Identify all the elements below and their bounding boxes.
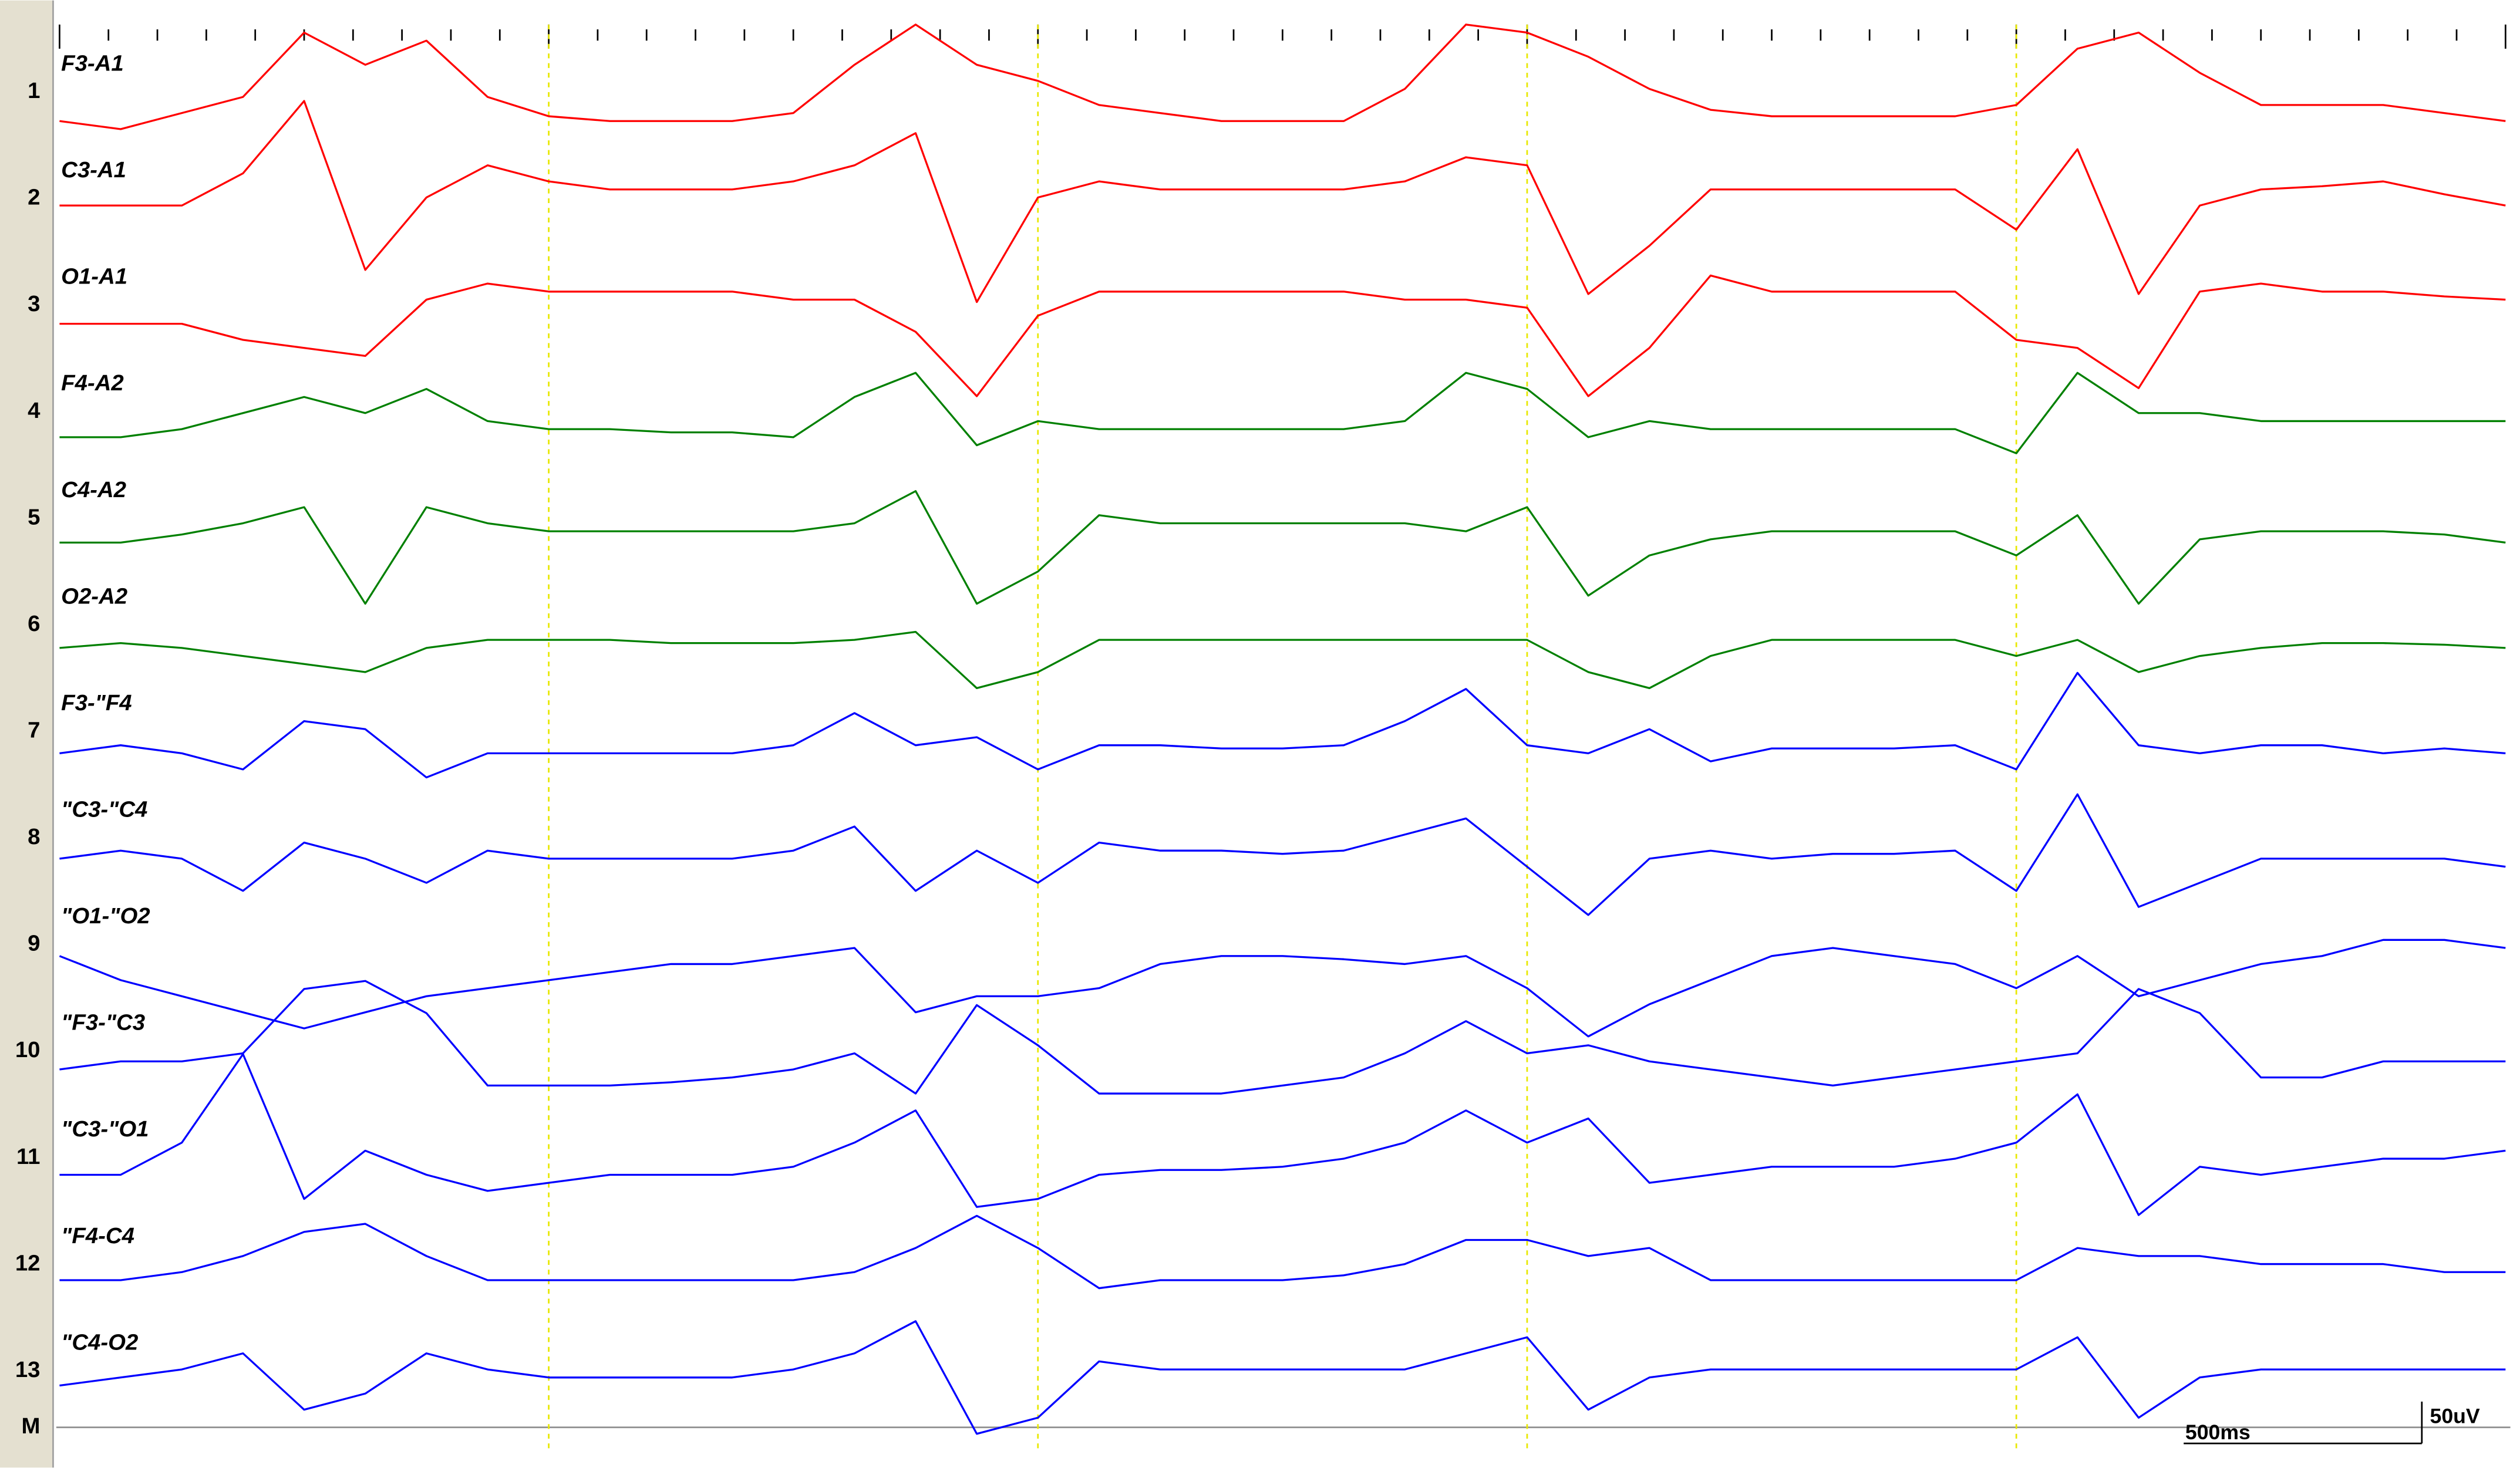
channel-number: 5 <box>28 504 40 529</box>
marker-row-label: M <box>22 1413 41 1439</box>
channel-number: 12 <box>15 1250 41 1275</box>
channel-gutter <box>0 0 53 1468</box>
channel-number: 7 <box>28 718 40 743</box>
eeg-trace <box>59 372 2506 454</box>
channel-label: C3-A1 <box>61 157 126 183</box>
channel-number: 1 <box>28 78 40 103</box>
channel-number: 8 <box>28 824 40 849</box>
channel-label: F3-"F4 <box>61 690 132 716</box>
channel-label: "C3-"O1 <box>61 1116 149 1142</box>
channel-label: F3-A1 <box>61 50 124 76</box>
channel-number: 11 <box>16 1144 41 1169</box>
channel-number: 10 <box>15 1037 41 1062</box>
channel-label: O2-A2 <box>61 583 127 609</box>
eeg-trace <box>59 100 2506 303</box>
eeg-trace <box>59 490 2506 605</box>
channel-label: "O1-"O2 <box>61 903 150 929</box>
eeg-trace <box>59 1214 2506 1290</box>
eeg-trace <box>59 671 2506 779</box>
eeg-trace <box>59 23 2506 130</box>
eeg-trace <box>59 1320 2506 1435</box>
channel-number: 6 <box>28 611 40 636</box>
channel-label: C4-A2 <box>61 477 126 502</box>
channel-number: 2 <box>28 185 40 210</box>
channel-label: "C3-"C4 <box>61 797 147 822</box>
eeg-trace <box>59 793 2506 916</box>
eeg-trace <box>59 939 2506 1038</box>
eeg-trace <box>59 1053 2506 1216</box>
channel-label: "C4-O2 <box>61 1329 138 1355</box>
eeg-trace <box>59 980 2506 1095</box>
channel-label: F4-A2 <box>61 370 124 396</box>
channel-number: 3 <box>28 291 40 316</box>
channel-number: 13 <box>15 1357 41 1382</box>
channel-label: "F3-"C3 <box>61 1010 145 1035</box>
channel-number: 9 <box>28 931 40 956</box>
eeg-trace <box>59 630 2506 690</box>
channel-label: O1-A1 <box>61 264 127 289</box>
channel-label: "F4-C4 <box>61 1223 134 1248</box>
amplitude-scale-label: 50uV <box>2430 1405 2480 1428</box>
channel-number: 4 <box>28 398 41 423</box>
time-scale-label: 500ms <box>2185 1420 2251 1444</box>
eeg-trace <box>59 274 2506 397</box>
